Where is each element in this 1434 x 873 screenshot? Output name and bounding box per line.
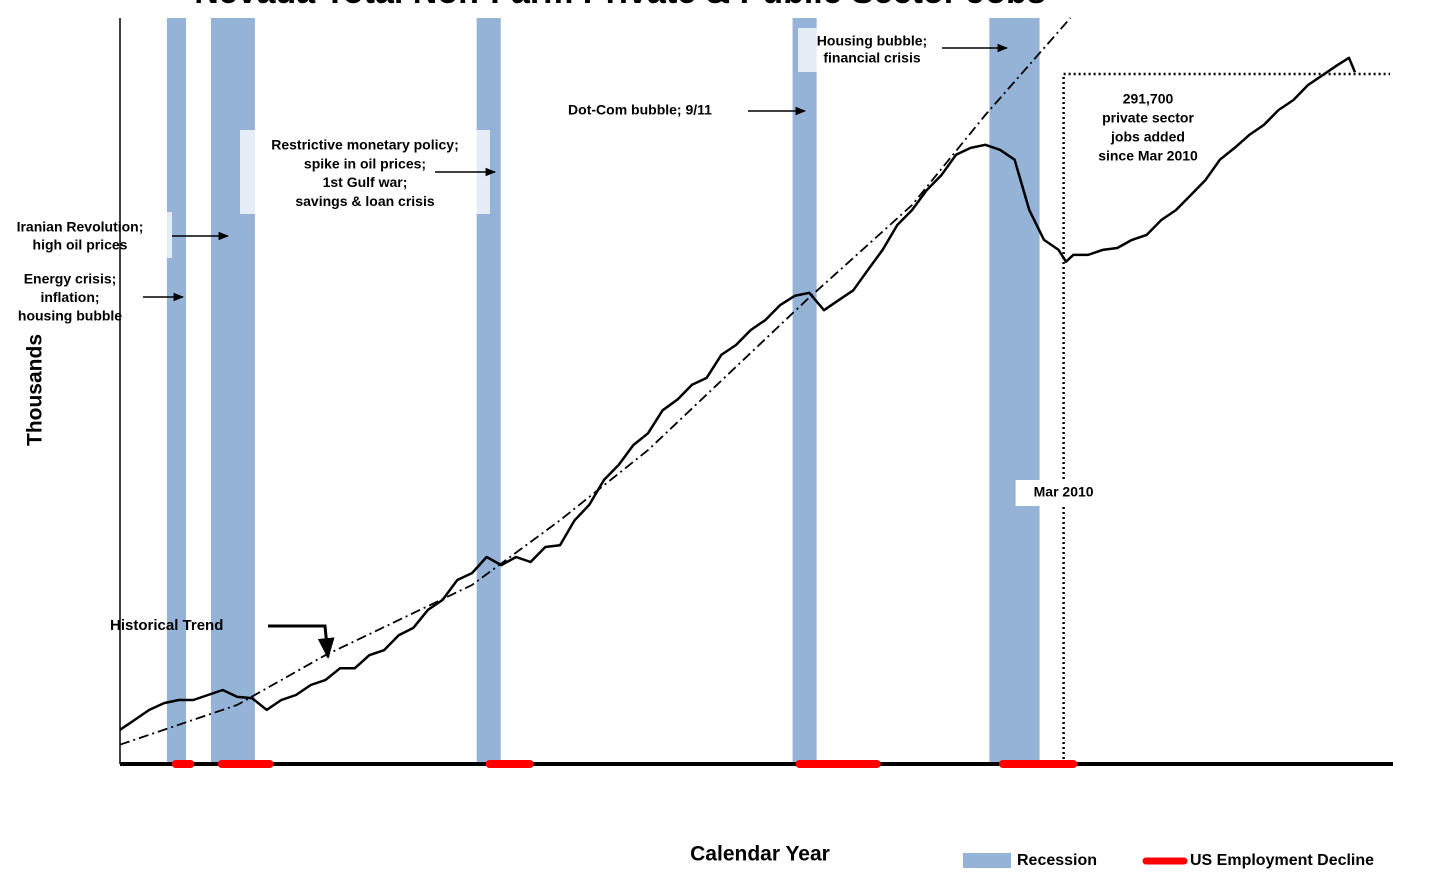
reference-label: Mar 2010: [1034, 484, 1094, 500]
annotation-text: housing bubble: [18, 308, 122, 324]
series-line: [119, 56, 1357, 731]
annotation-text: Housing bubble;: [817, 33, 927, 49]
annotation-text: Restrictive monetary policy;: [271, 137, 459, 153]
recession-bands: [166, 18, 1040, 764]
note-text: 291,700: [1123, 91, 1174, 107]
legend-label: Recession: [1017, 852, 1097, 869]
chart-title: Nevada Total Non-Farm Private & Public S…: [194, 0, 1045, 11]
recession-band: [989, 18, 1040, 764]
axes: [119, 18, 1393, 768]
annotation-text: high oil prices: [33, 237, 128, 253]
label-box: [0, 212, 172, 258]
recession-band: [476, 18, 501, 764]
legend-swatch: [963, 853, 1011, 868]
label-box: [1015, 480, 1112, 506]
annotation-text: inflation;: [40, 289, 99, 305]
x-axis-label: Calendar Year: [690, 843, 830, 866]
annotation-text: financial crisis: [823, 50, 920, 66]
lines: [119, 17, 1390, 764]
recession-band: [792, 18, 817, 764]
annotation-text: 1st Gulf war;: [323, 174, 408, 190]
annotation-text: Dot-Com bubble; 9/11: [568, 102, 712, 118]
y-axis-label: Thousands: [24, 334, 47, 446]
annotation-text: Iranian Revolution;: [17, 219, 144, 235]
note-text: jobs added: [1110, 129, 1185, 145]
annotation-text: savings & loan crisis: [295, 193, 434, 209]
legend: Recession US Employment Decline: [963, 852, 1374, 869]
recession-band: [210, 18, 255, 764]
note-text: since Mar 2010: [1098, 148, 1198, 164]
label-box: [798, 28, 948, 72]
note-text: private sector: [1102, 110, 1194, 126]
annotations: Mar 2010 291,700 private sector jobs added s…: [0, 28, 1198, 660]
trend-label: Historical Trend: [110, 617, 223, 634]
trend-arrow: [268, 624, 335, 660]
trend-line: [119, 17, 1072, 746]
legend-label: US Employment Decline: [1190, 852, 1374, 869]
recession-band: [166, 18, 186, 764]
annotation-text: Energy crisis;: [24, 271, 117, 287]
annotation-text: spike in oil prices;: [304, 155, 426, 171]
